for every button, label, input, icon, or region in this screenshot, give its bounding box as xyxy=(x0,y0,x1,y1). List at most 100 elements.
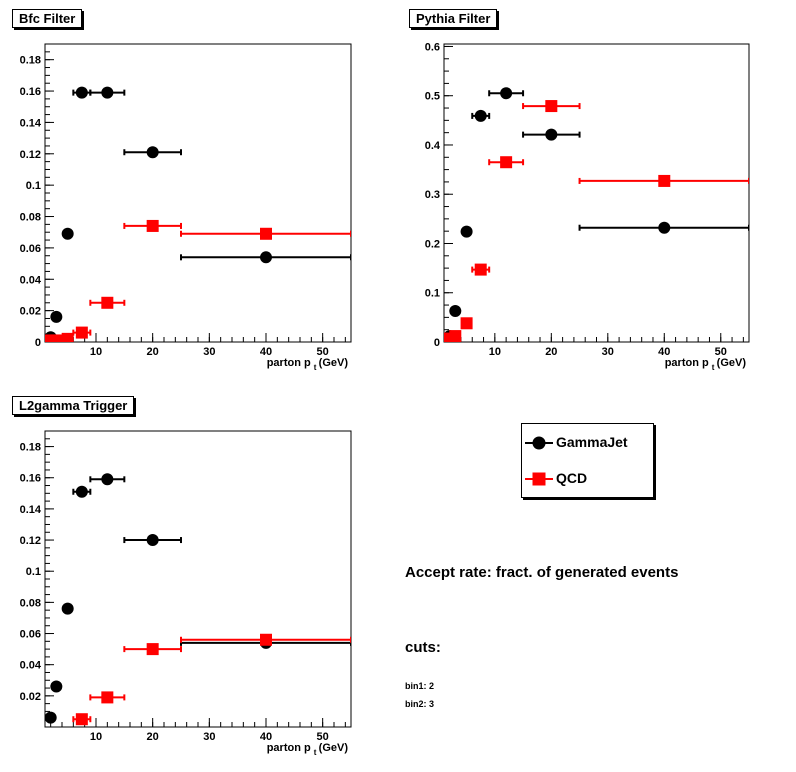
qcd-point xyxy=(61,332,74,342)
gammajet-point xyxy=(449,304,462,317)
y-tick-label: 0.04 xyxy=(20,274,42,286)
x-tick-label: 30 xyxy=(203,731,215,743)
plot-frame xyxy=(44,43,352,343)
gammajet-point xyxy=(50,310,63,323)
bfc-filter-panel: 0.02 0.04 0.06 0.08 0.1 0.12 0.14 0.16 0.18 0 10 20… xyxy=(0,0,380,385)
y-tick-label: 0.16 xyxy=(20,86,41,98)
qcd-point xyxy=(658,174,671,187)
x-tick-label: 40 xyxy=(260,731,272,743)
l2gamma-trigger-title: L2gamma Trigger xyxy=(12,396,135,415)
qcd-point xyxy=(75,326,88,339)
gammajet-point xyxy=(101,473,114,486)
bin1-note: bin1: 2 xyxy=(405,681,435,691)
y-tick-label: 0.3 xyxy=(425,189,440,201)
qcd-marker-icon xyxy=(525,472,553,486)
data-layer xyxy=(45,86,351,342)
qcd-point xyxy=(101,691,114,704)
gammajet-point xyxy=(460,225,473,238)
gammajet-point xyxy=(146,146,159,159)
data-layer xyxy=(444,87,749,342)
bfc-filter-plot: 0.02 0.04 0.06 0.08 0.1 0.12 0.14 0.16 0.18 0 10 20… xyxy=(20,43,352,372)
qcd-point xyxy=(260,227,272,240)
x-tick-label: 30 xyxy=(203,346,215,358)
x-tick-label: 20 xyxy=(147,731,159,743)
x-axis-label: parton p t (GeV) xyxy=(665,357,747,372)
y-tick-label: 0.1 xyxy=(26,566,41,578)
legend-label-qcd: QCD xyxy=(556,470,588,486)
y-tick-label: 0.14 xyxy=(20,117,42,129)
x-tick-label: 50 xyxy=(317,346,329,358)
legend-box: GammaJet QCD xyxy=(521,423,654,498)
x-tick-label: 50 xyxy=(715,346,727,358)
qcd-point xyxy=(545,100,558,113)
qcd-point xyxy=(460,317,473,330)
y-tick-label: 0.16 xyxy=(20,473,41,485)
y-tick-label: 0.12 xyxy=(20,535,41,547)
data-layer xyxy=(45,473,351,726)
y-tick-label: 0.5 xyxy=(425,91,440,103)
y-tick-label: 0.02 xyxy=(20,306,41,318)
bfc-filter-title: Bfc Filter xyxy=(12,9,83,28)
y-tick-label: 0.04 xyxy=(20,660,42,672)
y-tick-label: 0.18 xyxy=(20,442,41,454)
y-tick-label: 0.6 xyxy=(425,41,440,53)
y-zero-label: 0 xyxy=(35,337,41,349)
gammajet-point xyxy=(474,109,487,122)
x-tick-label: 10 xyxy=(90,731,102,743)
accept-rate-note: Accept rate: fract. of generated events xyxy=(405,564,679,581)
pythia-filter-title: Pythia Filter xyxy=(409,9,498,28)
y-tick-label: 0.1 xyxy=(26,180,41,192)
x-tick-label: 10 xyxy=(90,346,102,358)
gammajet-marker-icon xyxy=(525,436,553,450)
y-tick-label: 0.4 xyxy=(425,140,441,152)
qcd-point xyxy=(50,334,63,342)
legend-label-gammajet: GammaJet xyxy=(556,434,628,450)
y-zero-label: 0 xyxy=(434,337,440,349)
y-tick-label: 0.08 xyxy=(20,212,41,224)
x-tick-label: 20 xyxy=(147,346,159,358)
qcd-point xyxy=(75,713,88,726)
x-axis-label: parton p t (GeV) xyxy=(267,357,349,372)
gammajet-point xyxy=(45,711,57,724)
qcd-point xyxy=(474,263,487,276)
gammajet-point xyxy=(75,86,88,99)
qcd-point xyxy=(449,330,462,342)
qcd-point xyxy=(101,296,114,309)
gammajet-point xyxy=(61,227,74,240)
l2gamma-trigger-panel: 0.02 0.04 0.06 0.08 0.1 0.12 0.14 0.16 0.18 10 20 3… xyxy=(0,387,380,772)
gammajet-point xyxy=(101,86,114,99)
qcd-point xyxy=(260,633,272,646)
x-tick-label: 40 xyxy=(658,346,670,358)
legend-entry-qcd: QCD xyxy=(522,464,653,494)
qcd-point xyxy=(500,156,513,169)
gammajet-point xyxy=(500,87,513,100)
legend-entry-gammajet: GammaJet xyxy=(522,428,653,458)
gammajet-point xyxy=(260,251,272,264)
plot-frame xyxy=(44,430,352,728)
qcd-point xyxy=(146,643,159,656)
y-tick-label: 0.06 xyxy=(20,243,41,255)
gammajet-point xyxy=(146,534,159,547)
y-tick-label: 0.12 xyxy=(20,149,41,161)
x-axis-label: parton p t (GeV) xyxy=(267,742,349,757)
cuts-label: cuts: xyxy=(405,639,441,656)
y-tick-label: 0.18 xyxy=(20,55,41,67)
x-tick-label: 40 xyxy=(260,346,272,358)
y-tick-label: 0.2 xyxy=(425,238,440,250)
x-tick-label: 50 xyxy=(317,731,329,743)
y-tick-label: 0.02 xyxy=(20,691,41,703)
y-tick-label: 0.1 xyxy=(425,288,440,300)
gammajet-point xyxy=(545,128,558,141)
y-tick-label: 0.08 xyxy=(20,597,41,609)
gammajet-point xyxy=(658,221,671,234)
gammajet-point xyxy=(50,680,63,693)
pythia-filter-panel: 0.1 0.2 0.3 0.4 0.5 0.6 0 10 20 30 40 50 parton p t … xyxy=(398,0,796,385)
x-tick-label: 10 xyxy=(489,346,501,358)
gammajet-point xyxy=(61,602,74,615)
gammajet-point xyxy=(75,485,88,498)
bin2-note: bin2: 3 xyxy=(405,699,435,709)
qcd-point xyxy=(146,219,159,232)
x-tick-label: 30 xyxy=(602,346,614,358)
l2gamma-trigger-plot: 0.02 0.04 0.06 0.08 0.1 0.12 0.14 0.16 0.18 10 20 3… xyxy=(20,430,352,757)
